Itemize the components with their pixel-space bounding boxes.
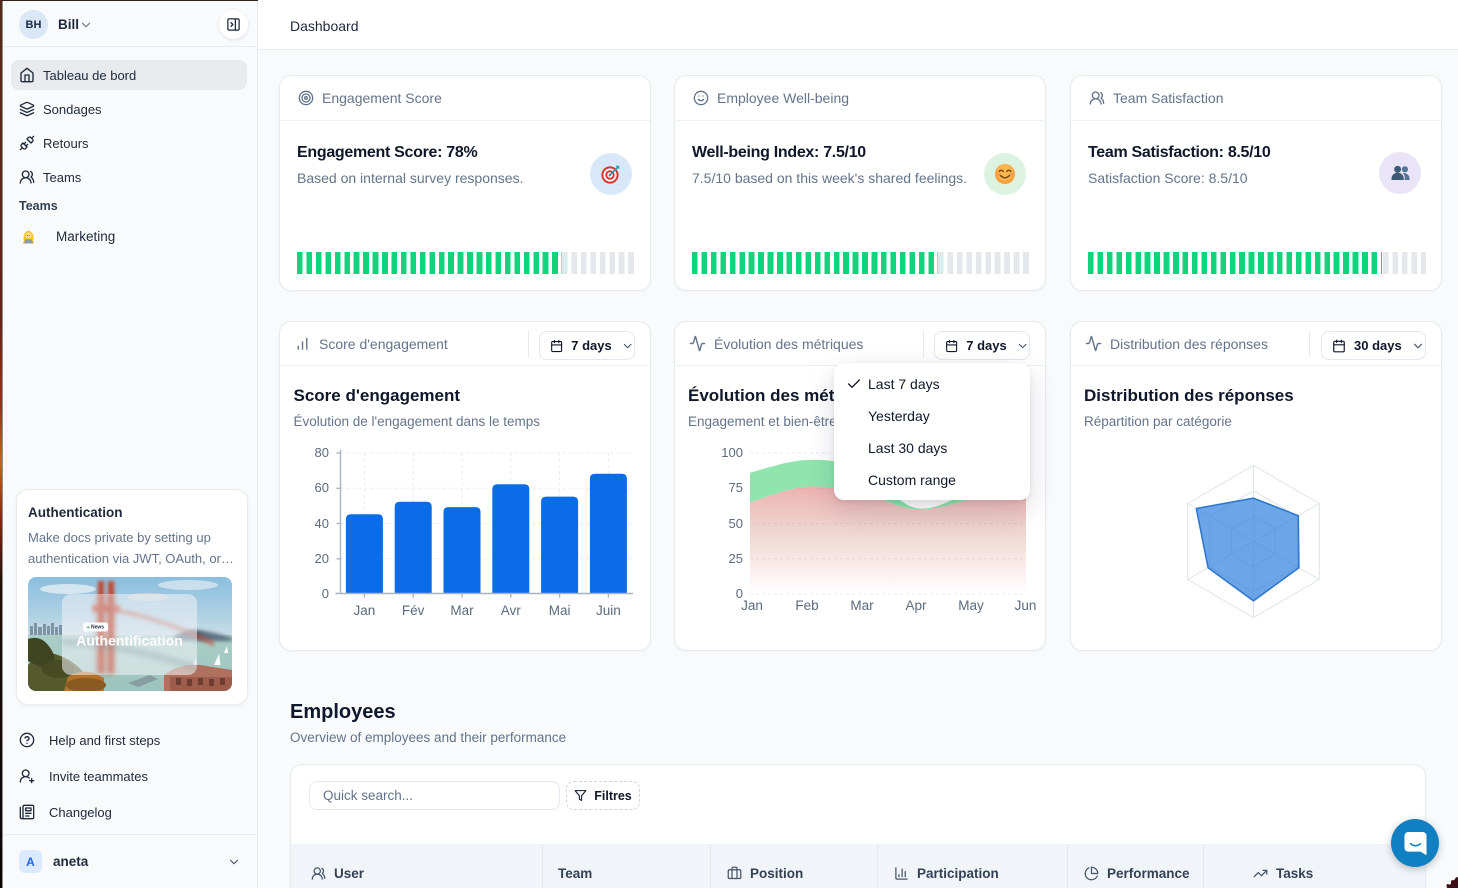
svg-text:+: + [87, 625, 90, 631]
svg-text:Authentification: Authentification [76, 633, 183, 649]
svg-text:News: News [91, 625, 104, 631]
